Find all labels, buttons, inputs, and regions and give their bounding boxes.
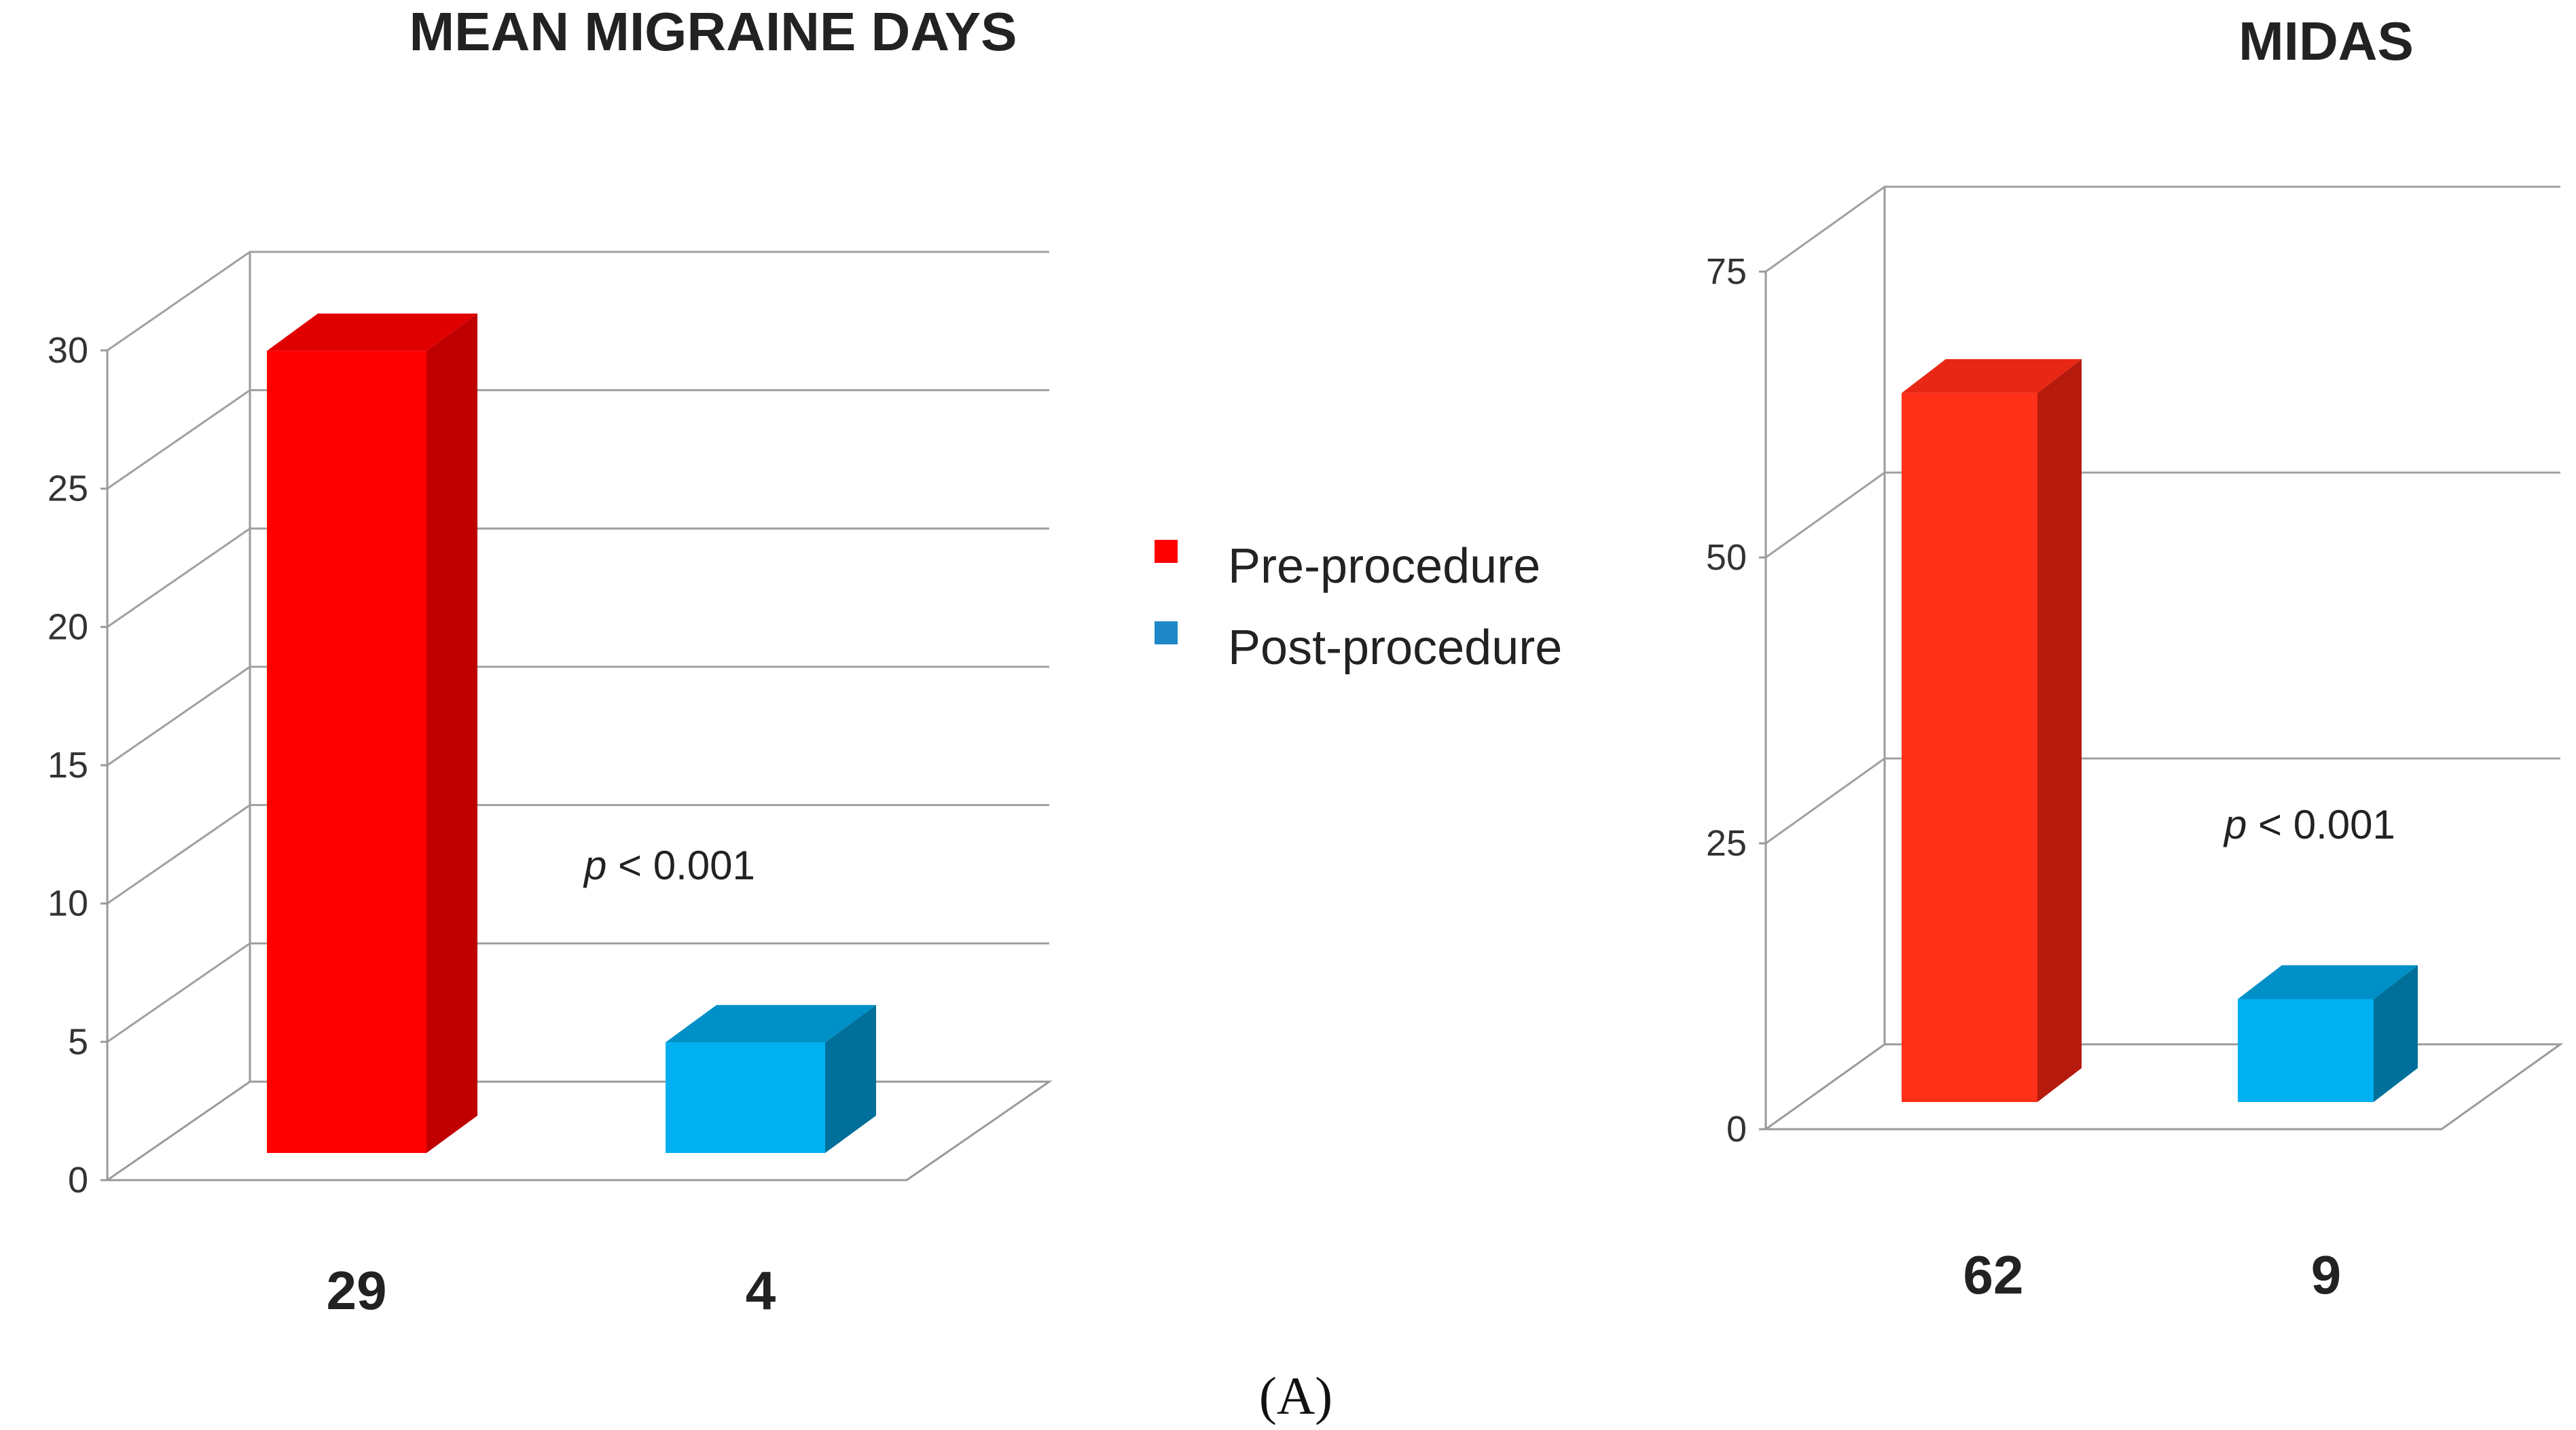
gridline <box>107 389 1049 490</box>
data-label-pre: 62 <box>1963 1245 2024 1305</box>
legend-label-pre: Pre-procedure <box>1228 539 1540 593</box>
p-symbol: p <box>2223 802 2247 847</box>
legend-swatch-post <box>1155 621 1178 644</box>
gridline <box>107 804 1049 904</box>
y-tick-label: 10 <box>48 883 88 924</box>
chart-midas: MIDAS 0 25 50 75 p < 0.001 62 9 <box>1706 11 2564 1305</box>
y-axis-ticks: 0 25 50 75 <box>1706 251 1766 1150</box>
gridline <box>1765 757 2560 845</box>
bar-post <box>666 1005 876 1153</box>
gridline <box>1765 185 2560 273</box>
bar-side <box>427 313 477 1153</box>
p-value-annotation: p < 0.001 <box>2223 802 2395 847</box>
bars <box>1902 359 2418 1103</box>
y-tick-label: 25 <box>1706 823 1747 864</box>
floor-plane <box>1762 1043 2564 1131</box>
bar-top <box>267 313 477 351</box>
chart-grid <box>1762 185 2564 1131</box>
chart-mean-migraine-days: MEAN MIGRAINE DAYS 0 5 10 15 20 25 30 p < 0.00… <box>48 1 1053 1321</box>
p-value-text: < 0.001 <box>2247 802 2395 847</box>
bar-front <box>2238 999 2374 1102</box>
data-label-post: 4 <box>746 1260 776 1321</box>
floor-plane <box>104 1080 1053 1181</box>
y-tick-label: 0 <box>68 1160 88 1200</box>
bars <box>267 313 876 1153</box>
data-label-post: 9 <box>2311 1245 2342 1305</box>
bar-top <box>1902 359 2082 393</box>
figure-caption-text: (A) <box>1259 1366 1332 1425</box>
chart-title-midas: MIDAS <box>2238 11 2414 71</box>
y-tick-label: 75 <box>1706 251 1747 292</box>
p-symbol: p <box>583 843 606 888</box>
y-axis-ticks: 0 5 10 15 20 25 30 <box>48 330 107 1200</box>
bar-pre <box>1902 359 2082 1103</box>
y-tick-label: 25 <box>48 469 88 509</box>
bar-side <box>2374 965 2418 1102</box>
p-value-text: < 0.001 <box>606 843 755 888</box>
bar-post <box>2238 965 2418 1102</box>
bar-front <box>666 1042 825 1153</box>
gridline <box>1765 471 2560 559</box>
y-tick-label: 20 <box>48 606 88 647</box>
legend-label-post: Post-procedure <box>1228 621 1562 675</box>
bar-pre <box>267 313 477 1153</box>
bar-front <box>267 350 427 1153</box>
gridline <box>107 251 1049 352</box>
gridline <box>107 527 1049 628</box>
gridline <box>107 665 1049 767</box>
y-tick-label: 15 <box>48 745 88 786</box>
bar-side <box>2037 359 2082 1103</box>
bar-front <box>1902 392 2037 1103</box>
legend-swatch-pre <box>1155 540 1178 563</box>
bar-side <box>825 1005 876 1153</box>
p-value-annotation: p < 0.001 <box>583 843 755 888</box>
bar-top <box>2238 965 2418 1000</box>
chart-grid <box>104 251 1053 1181</box>
y-tick-label: 5 <box>68 1021 88 1062</box>
figure-caption: (A) <box>1259 1366 1332 1425</box>
gridline <box>107 942 1049 1043</box>
data-label-pre: 29 <box>327 1260 387 1321</box>
chart-title-mean-migraine-days: MEAN MIGRAINE DAYS <box>410 1 1017 62</box>
bar-top <box>666 1005 876 1043</box>
y-tick-label: 30 <box>48 330 88 371</box>
y-tick-label: 50 <box>1706 537 1747 578</box>
legend: Pre-procedure Post-procedure <box>1155 539 1562 675</box>
y-tick-label: 0 <box>1726 1109 1747 1150</box>
